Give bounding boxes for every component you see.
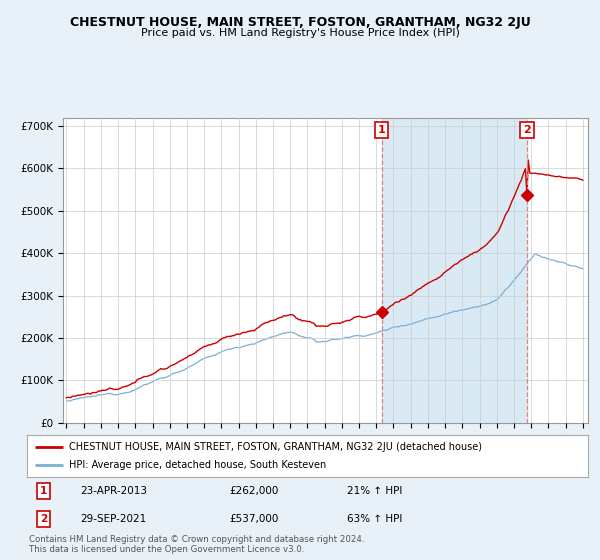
Text: 29-SEP-2021: 29-SEP-2021: [80, 515, 146, 524]
Bar: [382, 118, 527, 423]
Text: 23-APR-2013: 23-APR-2013: [80, 486, 147, 496]
Text: 21% ↑ HPI: 21% ↑ HPI: [347, 486, 402, 496]
Text: Contains HM Land Registry data © Crown copyright and database right 2024.: Contains HM Land Registry data © Crown c…: [29, 535, 364, 544]
Text: CHESTNUT HOUSE, MAIN STREET, FOSTON, GRANTHAM, NG32 2JU: CHESTNUT HOUSE, MAIN STREET, FOSTON, GRA…: [70, 16, 530, 29]
Text: 1: 1: [378, 125, 385, 135]
Text: HPI: Average price, detached house, South Kesteven: HPI: Average price, detached house, Sout…: [69, 460, 326, 470]
Text: £537,000: £537,000: [229, 515, 278, 524]
Text: 63% ↑ HPI: 63% ↑ HPI: [347, 515, 402, 524]
Text: 1: 1: [40, 486, 47, 496]
Text: £262,000: £262,000: [229, 486, 278, 496]
Text: CHESTNUT HOUSE, MAIN STREET, FOSTON, GRANTHAM, NG32 2JU (detached house): CHESTNUT HOUSE, MAIN STREET, FOSTON, GRA…: [69, 442, 482, 452]
Text: 2: 2: [40, 515, 47, 524]
Text: This data is licensed under the Open Government Licence v3.0.: This data is licensed under the Open Gov…: [29, 545, 304, 554]
Text: 2: 2: [523, 125, 531, 135]
Text: Price paid vs. HM Land Registry's House Price Index (HPI): Price paid vs. HM Land Registry's House …: [140, 28, 460, 38]
